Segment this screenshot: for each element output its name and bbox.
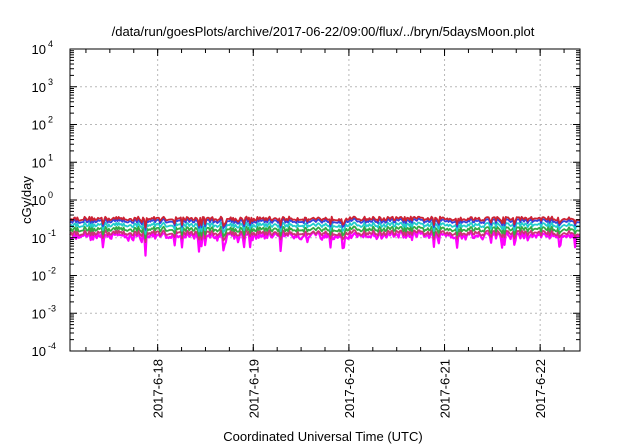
series-line [69, 225, 581, 240]
x-tick-label: 2017-6-20 [342, 359, 357, 418]
x-axis: 2017-6-18 2017-6-19 2017-6-20 2017-6-21 2017… [85, 49, 565, 418]
y-tick-exponent: 2 [48, 115, 53, 125]
y-tick-label: 10 [32, 42, 46, 57]
y-tick-label: 10 [32, 118, 46, 133]
y-tick-exponent: -3 [48, 303, 56, 313]
x-tick-label: 2017-6-18 [151, 359, 166, 418]
y-tick-label: 10 [32, 269, 46, 284]
y-axis-label: cGy/day [19, 176, 34, 224]
series-line [69, 229, 581, 243]
y-tick-exponent: 0 [48, 190, 53, 200]
y-tick-exponent: 4 [48, 39, 53, 49]
y-tick-label: 10 [32, 231, 46, 246]
y-tick-label: 10 [32, 155, 46, 170]
x-axis-label: Coordinated Universal Time (UTC) [223, 429, 422, 444]
series-line [69, 221, 581, 235]
x-tick-label: 2017-6-19 [246, 359, 261, 418]
grid [70, 49, 580, 351]
y-tick-exponent: 1 [48, 152, 53, 162]
y-tick-exponent: -4 [48, 341, 56, 351]
y-tick-label: 10 [32, 344, 46, 359]
y-tick-label: 10 [32, 193, 46, 208]
series-line [69, 215, 581, 229]
x-tick-label: 2017-6-22 [533, 359, 548, 418]
series-group [69, 215, 581, 257]
y-tick-label: 10 [32, 80, 46, 95]
chart-title: /data/run/goesPlots/archive/2017-06-22/0… [112, 24, 535, 39]
y-tick-exponent: -2 [48, 266, 56, 276]
y-tick-exponent: 3 [48, 77, 53, 87]
y-tick-label: 10 [32, 306, 46, 321]
y-tick-exponent: -1 [48, 228, 56, 238]
x-tick-label: 2017-6-21 [438, 359, 453, 418]
